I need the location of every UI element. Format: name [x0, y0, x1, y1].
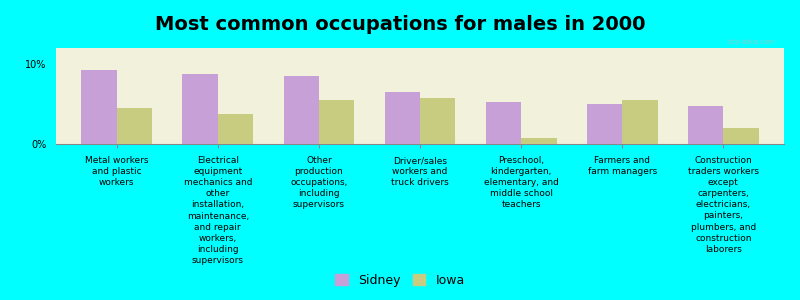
Text: Driver/sales
workers and
truck drivers: Driver/sales workers and truck drivers	[391, 156, 449, 187]
Bar	[723, 128, 758, 144]
Text: Other
production
occupations,
including
supervisors: Other production occupations, including …	[290, 156, 347, 209]
Text: city-data.com: city-data.com	[728, 39, 776, 45]
Bar	[385, 92, 420, 144]
Text: Most common occupations for males in 2000: Most common occupations for males in 200…	[154, 15, 646, 34]
Bar	[218, 114, 253, 144]
Bar	[521, 138, 557, 144]
Text: Metal workers
and plastic
workers: Metal workers and plastic workers	[85, 156, 149, 187]
Text: Preschool,
kindergarten,
elementary, and
middle school
teachers: Preschool, kindergarten, elementary, and…	[484, 156, 558, 209]
Text: Construction
traders workers
except
carpenters,
electricians,
painters,
plumbers: Construction traders workers except carp…	[688, 156, 759, 254]
Bar	[182, 74, 218, 144]
Bar	[319, 100, 354, 144]
Bar	[420, 98, 455, 144]
Text: Farmers and
farm managers: Farmers and farm managers	[587, 156, 657, 176]
Bar	[486, 102, 521, 144]
Bar	[117, 108, 152, 144]
Bar	[82, 70, 117, 144]
Legend: Sidney, Iowa: Sidney, Iowa	[332, 270, 468, 291]
Bar	[587, 104, 622, 144]
Bar	[622, 100, 658, 144]
Bar	[688, 106, 723, 144]
Bar	[283, 76, 319, 144]
Text: Electrical
equipment
mechanics and
other
installation,
maintenance,
and repair
w: Electrical equipment mechanics and other…	[183, 156, 252, 265]
